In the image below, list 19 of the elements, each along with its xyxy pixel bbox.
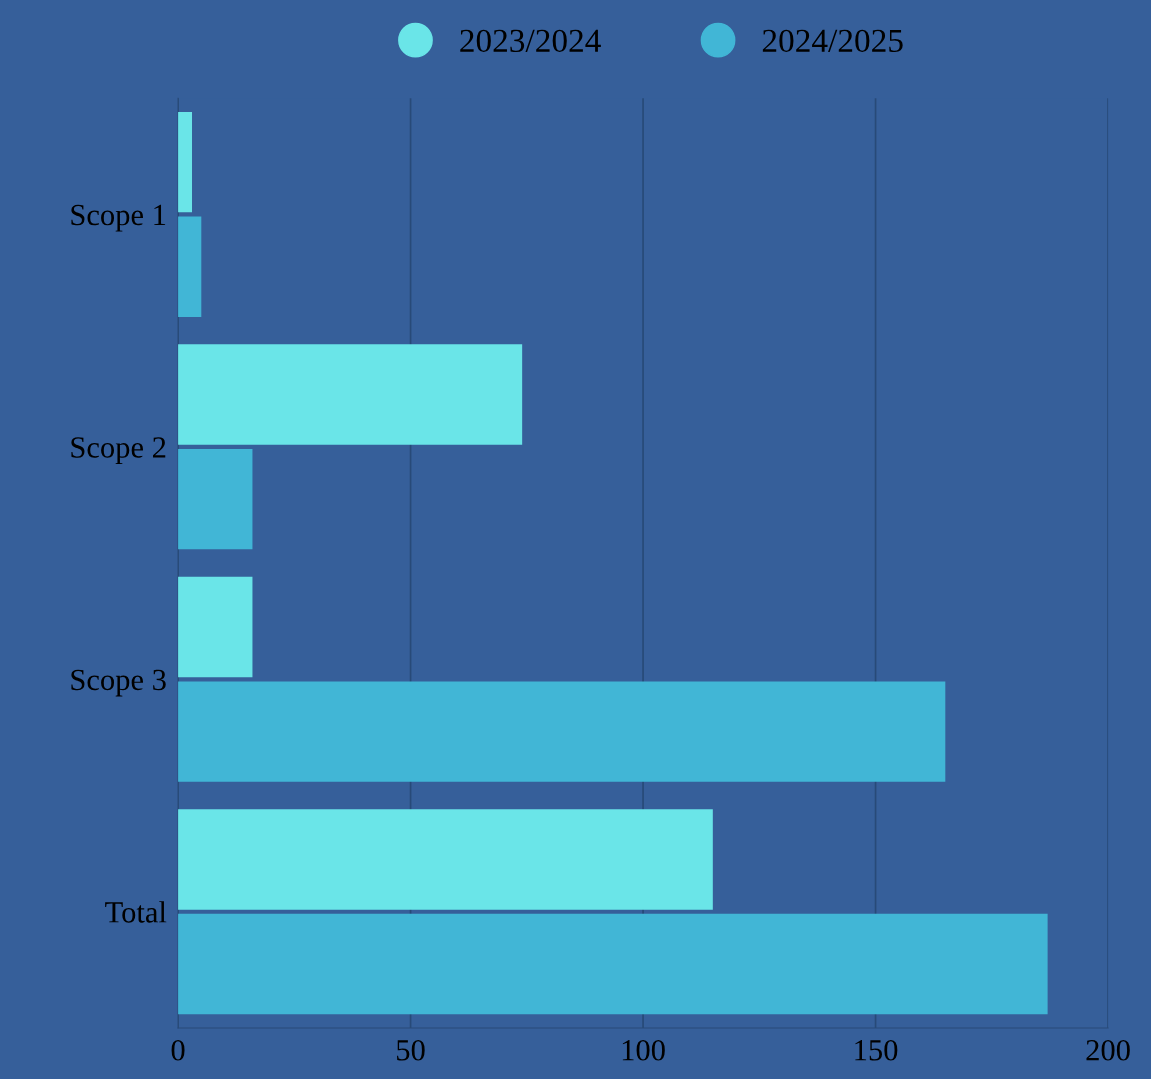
bar — [178, 809, 713, 910]
y-tick-label: Scope 3 — [71, 669, 166, 697]
legend-label: 2024/2025 — [762, 29, 903, 53]
y-tick-label: Scope 1 — [71, 204, 166, 232]
bar — [178, 448, 253, 550]
bar — [178, 913, 1048, 1015]
y-tick-label: Scope 2 — [71, 437, 166, 464]
bar — [178, 111, 193, 213]
y-tick-label: Total — [105, 901, 167, 923]
x-tick-label: 50 — [397, 1039, 425, 1061]
x-tick-label: 200 — [1086, 1039, 1130, 1061]
legend-label: 2023/2024 — [460, 29, 601, 53]
bar — [178, 681, 946, 782]
bar — [178, 344, 523, 445]
x-tick-label: 0 — [171, 1039, 185, 1061]
bar — [178, 216, 202, 317]
x-tick-label: 150 — [855, 1039, 898, 1061]
x-tick-label: 100 — [622, 1039, 665, 1061]
bar — [178, 576, 253, 678]
